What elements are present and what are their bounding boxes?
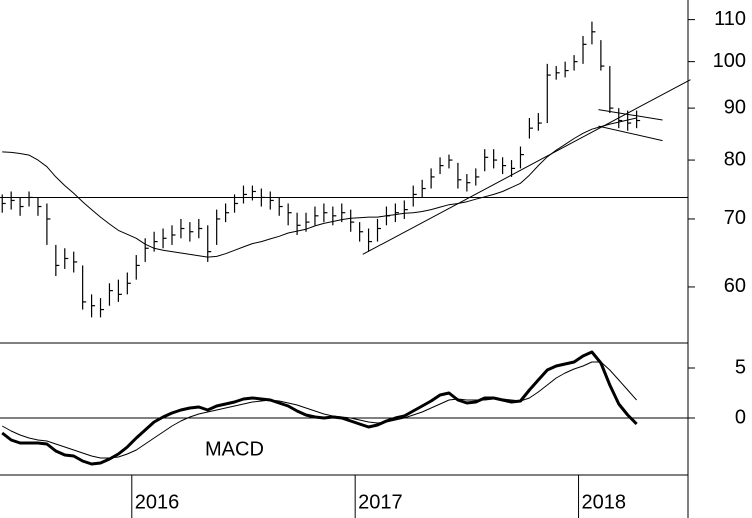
macd-line — [1, 350, 638, 466]
macd-label: MACD — [205, 438, 264, 460]
y-tick-label: 80 — [724, 148, 746, 170]
y-tick-label: 90 — [724, 96, 746, 118]
moving-average — [2, 117, 637, 258]
trendline — [362, 79, 691, 255]
y-tick-label: 5 — [735, 356, 746, 378]
y-tick-label: 60 — [724, 275, 746, 297]
trendline — [598, 125, 663, 142]
y-tick-label: 110 — [714, 8, 746, 30]
y-tick-label: 100 — [713, 50, 746, 72]
x-tick-label: 2018 — [582, 491, 627, 513]
x-tick-label: 2017 — [358, 491, 403, 513]
trendline — [598, 109, 663, 121]
x-tick-label: 2016 — [135, 491, 180, 513]
y-tick-label: 0 — [735, 406, 746, 428]
y-tick-label: 70 — [724, 207, 746, 229]
macd-line — [1, 361, 637, 459]
